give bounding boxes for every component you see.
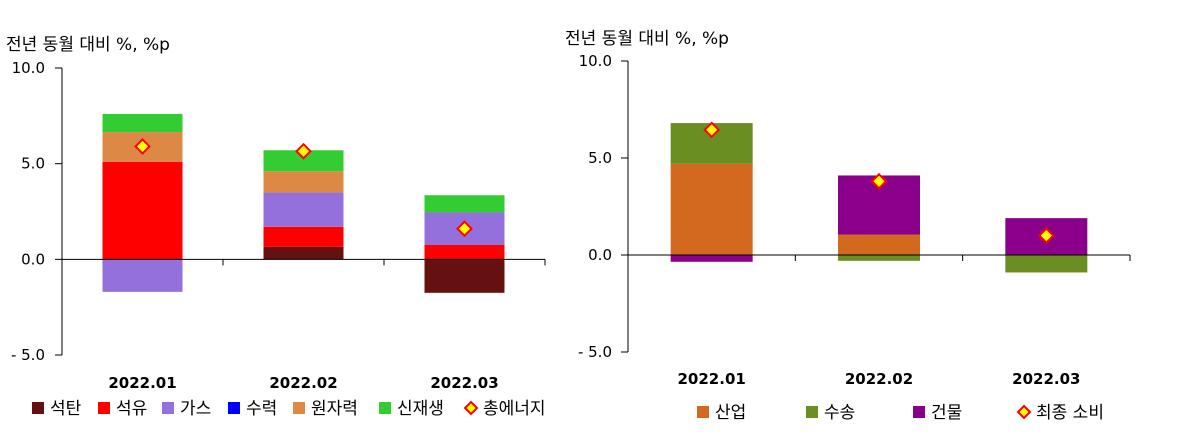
total-marker-2022.01: [134, 138, 151, 155]
y-tick-label: - 5.0: [578, 343, 612, 361]
legend-swatch-renewable: [379, 402, 391, 414]
legend-swatch-transport: [806, 406, 818, 418]
y-tick-label: - 5.0: [11, 346, 45, 364]
legend-swatch-total: [463, 400, 479, 416]
bar-nuclear-2022.02: [263, 171, 344, 193]
total-marker-2022.02: [295, 142, 312, 160]
x-tick-label: 2022.01: [108, 374, 176, 392]
legend-swatch-coal: [32, 402, 44, 414]
y-tick-label: 0.0: [21, 250, 45, 268]
legend-swatch-building: [913, 406, 925, 418]
y-tick-label: 0.0: [588, 246, 612, 264]
bar-renewable-2022.03: [424, 195, 505, 213]
total-marker-2022.03: [1037, 227, 1055, 245]
bar-gas-2022.02: [263, 192, 344, 227]
bar-transport-2022.02: [838, 255, 920, 261]
legend-swatch-total: [1016, 404, 1032, 420]
legend-label: 최종 소비: [1036, 403, 1104, 423]
bar-coal-2022.02: [263, 246, 344, 260]
legend-label: 수력: [246, 399, 277, 419]
legend-label: 신재생: [397, 399, 444, 419]
bar-industry-2022.01: [670, 163, 753, 255]
legend-label: 수송: [824, 403, 855, 423]
y-axis-label: 전년 동월 대비 %, %p: [6, 35, 170, 55]
y-axis-label: 전년 동월 대비 %, %p: [565, 29, 729, 49]
legend-label: 총에너지: [483, 399, 546, 419]
total-marker-2022.02: [870, 172, 888, 190]
legend-label: 가스: [180, 399, 211, 419]
y-tick-label: 10.0: [579, 52, 612, 70]
y-tick-label: 5.0: [588, 149, 612, 167]
bar-renewable-2022.01: [102, 113, 183, 133]
bar-oil-2022.03: [424, 244, 505, 260]
bar-renewable-2022.02: [263, 150, 344, 172]
bar-building-2022.01: [670, 255, 753, 262]
bar-transport-2022.03: [1005, 255, 1088, 273]
legend-swatch-gas: [162, 402, 174, 414]
total-marker-2022.03: [456, 220, 473, 238]
bar-gas-2022.01: [102, 259, 183, 292]
bar-coal-2022.03: [424, 259, 505, 293]
x-tick-label: 2022.03: [430, 374, 498, 392]
x-tick-label: 2022.02: [269, 374, 337, 392]
x-tick-label: 2022.03: [1012, 370, 1080, 388]
legend-swatch-nuclear: [293, 402, 305, 414]
x-tick-label: 2022.01: [678, 370, 746, 388]
bar-oil-2022.02: [263, 226, 344, 247]
legend-label: 산업: [715, 403, 746, 423]
total-marker-2022.01: [703, 121, 721, 139]
legend-label: 석유: [116, 399, 147, 419]
legend-label: 원자력: [311, 399, 358, 419]
y-tick-label: 5.0: [21, 155, 45, 173]
legend-swatch-industry: [697, 406, 709, 418]
bar-oil-2022.01: [102, 161, 183, 260]
x-tick-label: 2022.02: [845, 370, 913, 388]
legend-label: 건물: [931, 403, 962, 423]
bar-industry-2022.02: [838, 234, 920, 255]
legend-swatch-oil: [98, 402, 110, 414]
legend-swatch-hydro: [228, 402, 240, 414]
legend-label: 석탄: [50, 399, 82, 419]
y-tick-label: 10.0: [12, 59, 45, 77]
